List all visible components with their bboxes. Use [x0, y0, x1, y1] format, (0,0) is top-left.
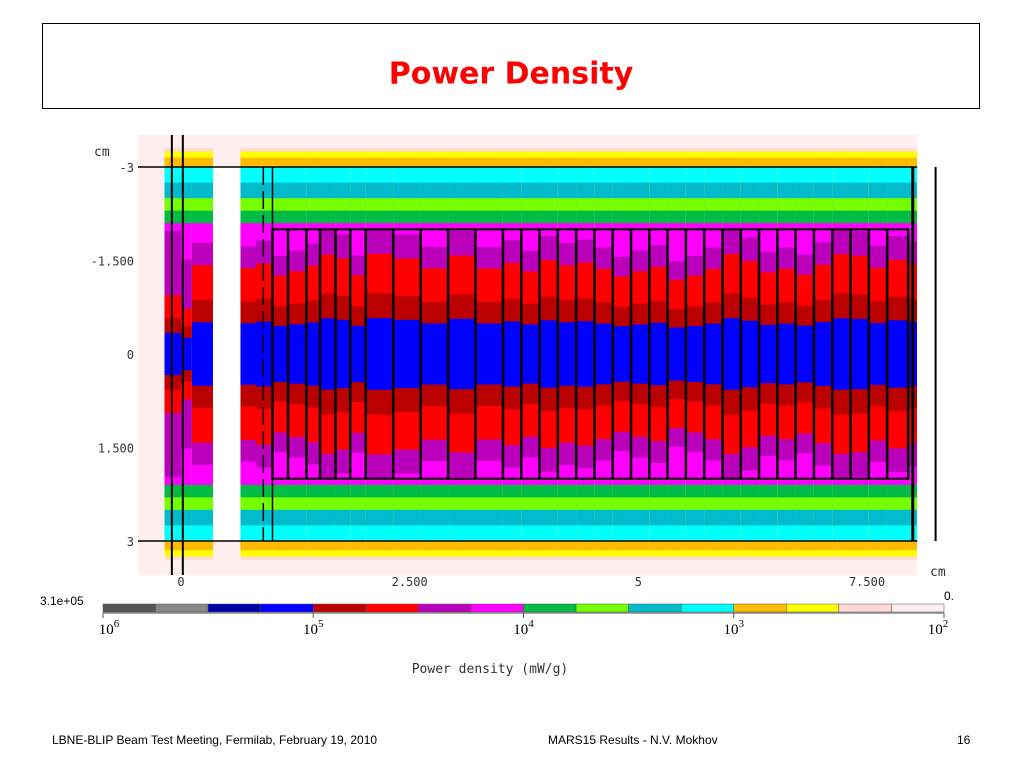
colorbar-swatch: [628, 603, 682, 613]
heat-cell: [420, 323, 449, 385]
heat-cell: [306, 322, 321, 386]
heat-cell: [393, 319, 421, 389]
heat-cell: [521, 324, 540, 384]
heat-cell: [887, 320, 909, 388]
heat-cell: [631, 324, 650, 384]
heat-cell: [667, 327, 686, 381]
structure-layer: [138, 135, 937, 575]
heat-cell: [350, 325, 366, 383]
heat-cell: [256, 321, 273, 387]
colorbar-swatch: [786, 603, 840, 613]
heat-cell: [191, 322, 214, 386]
colorbar-swatch: [523, 603, 577, 613]
axes-layer: -3 -1.500 0 1.500 3 0 2.500 5 7.500 cm cm: [91, 145, 946, 589]
colorbar-layer: 3.1e+05 0. 106 105 104 103 102 Power density (m…: [40, 589, 954, 677]
heat-cell: [795, 325, 814, 383]
heat-cell: [272, 325, 289, 383]
heat-cell: [740, 320, 760, 388]
heat-cell: [576, 321, 595, 387]
x-axis-unit: cm: [930, 565, 946, 580]
slide-title: Power Density: [388, 56, 634, 92]
x-tick-label: 7.500: [849, 575, 885, 589]
colorbar-swatch: [838, 603, 892, 613]
heat-cell: [335, 319, 351, 389]
x-tick-label: 5: [635, 575, 642, 589]
y-tick-label: -1.500: [91, 255, 134, 269]
colorbar-swatch: [313, 603, 367, 613]
heat-cell: [475, 323, 503, 385]
colorbar-swatch: [470, 603, 524, 613]
footer-left: LBNE-BLIP Beam Test Meeting, Fermilab, F…: [52, 733, 378, 747]
heat-cell: [320, 318, 336, 390]
x-tick-label: 2.500: [392, 575, 428, 589]
heat-cell: [813, 322, 833, 386]
heat-cell: [722, 318, 741, 390]
heat-cell: [868, 323, 888, 385]
heatmap-layer: [138, 135, 917, 575]
colorbar-swatch: [575, 603, 629, 613]
colorbar-max-label: 3.1e+05: [40, 594, 84, 608]
colorbar-tick-label: 105: [303, 618, 324, 638]
heat-cell: [850, 318, 869, 390]
heat-cell: [832, 318, 851, 390]
colorbar-tick-label: 104: [513, 618, 534, 638]
heat-cell: [502, 321, 522, 387]
title-box: Power Density: [42, 23, 980, 109]
heat-cell: [539, 320, 558, 388]
colorbar-swatch: [733, 603, 787, 613]
page-number: 16: [957, 733, 971, 747]
colorbar-swatch: [102, 603, 156, 613]
colorbar-swatch: [260, 603, 314, 613]
y-tick-label: 3: [127, 535, 134, 549]
colorbar-tick-label: 106: [99, 618, 120, 638]
y-tick-label: -3: [120, 161, 134, 175]
colorbar-swatch: [891, 603, 945, 613]
heat-cell: [649, 322, 668, 386]
x-tick-label: 0: [177, 575, 184, 589]
heat-cell: [181, 337, 192, 371]
heat-cell: [288, 324, 307, 384]
y-tick-label: 1.500: [98, 442, 134, 456]
colorbar-label: Power density (mW/g): [412, 662, 569, 677]
heat-cell: [777, 323, 796, 385]
heat-cell: [704, 323, 723, 385]
colorbar-swatch: [365, 603, 419, 613]
colorbar-swatch: [680, 603, 734, 613]
heat-cell: [685, 325, 705, 383]
heat-cell: [448, 318, 476, 390]
colorbar-min-label: 0.: [944, 589, 954, 603]
colorbar-swatch: [418, 603, 472, 613]
colorbar-swatch: [207, 603, 261, 613]
heat-cell: [557, 322, 577, 386]
footer-center: MARS15 Results - N.V. Mokhov: [548, 733, 718, 747]
heat-cell: [240, 323, 257, 385]
colorbar-tick-label: 102: [928, 618, 949, 638]
window-gap: [213, 167, 241, 541]
heat-cell: [759, 324, 778, 384]
colorbar-tick-label: 103: [724, 618, 745, 638]
heat-cell: [365, 318, 394, 390]
heat-cell: [594, 323, 613, 385]
y-tick-label: 0: [127, 348, 134, 362]
colorbar-swatch: [155, 603, 209, 613]
y-axis-unit: cm: [94, 145, 110, 160]
heat-cell: [612, 326, 632, 382]
